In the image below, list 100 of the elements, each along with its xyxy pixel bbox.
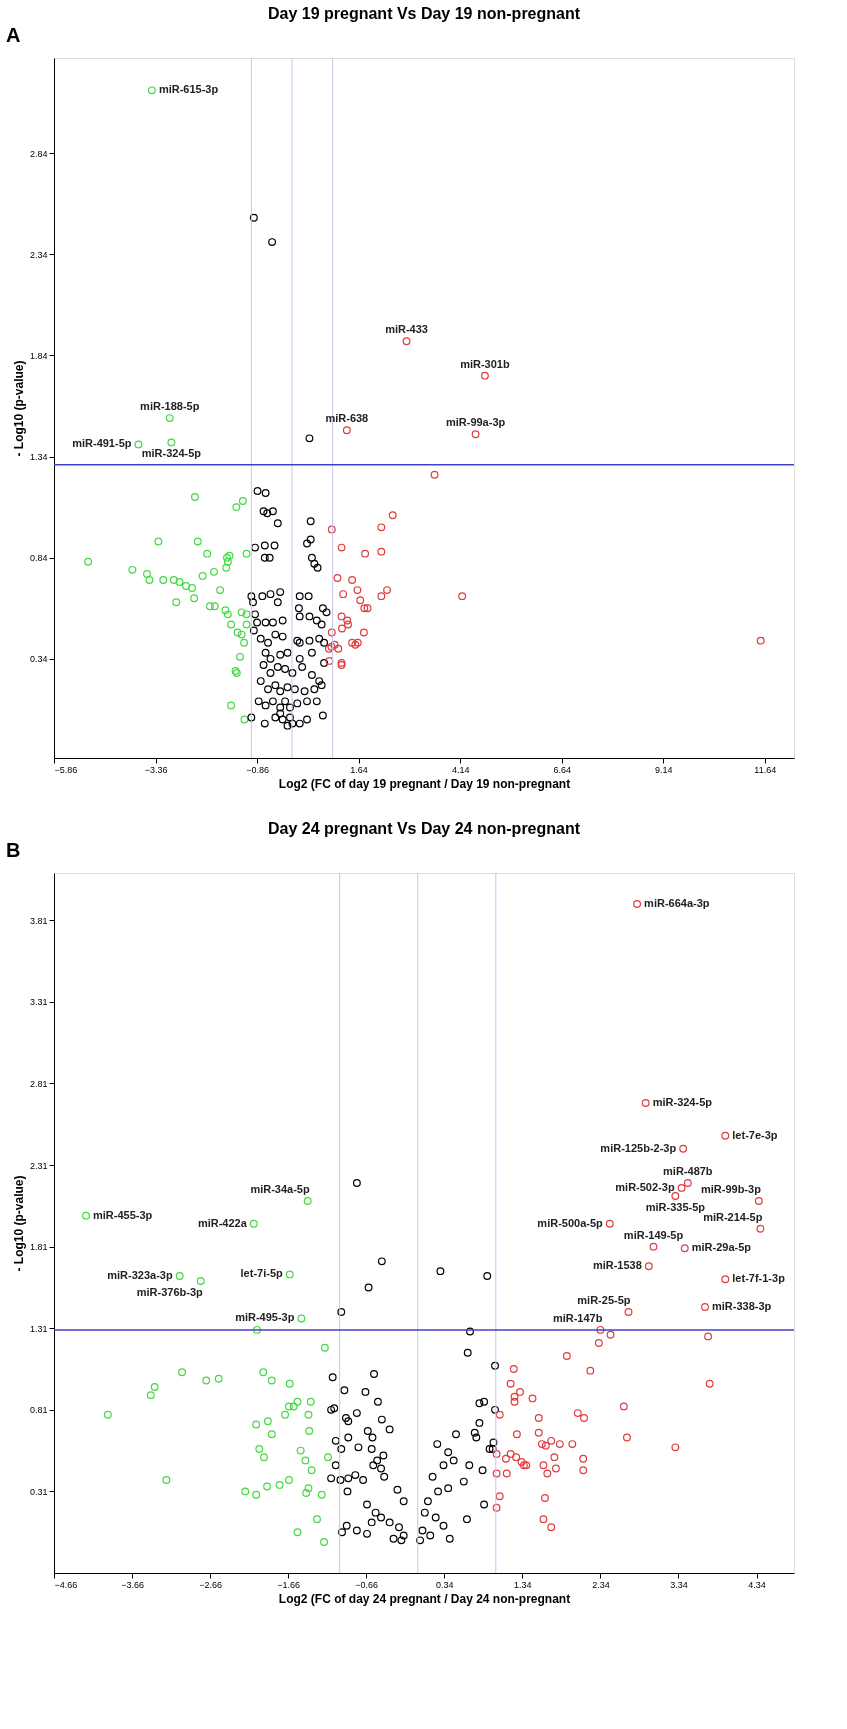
point xyxy=(252,1490,261,1499)
annotation: miR-125b-2-3p xyxy=(600,1141,677,1154)
annotation: miR-301b xyxy=(460,357,510,370)
y-tick-label: 2.31 xyxy=(29,1160,48,1171)
text: A xyxy=(6,24,21,46)
point xyxy=(275,1480,284,1489)
point xyxy=(337,612,346,621)
point xyxy=(342,426,351,435)
point xyxy=(193,537,202,546)
y-tick-label: 2.84 xyxy=(29,148,48,159)
x-tick-label: 1.64 xyxy=(350,764,368,775)
point xyxy=(227,701,236,710)
point xyxy=(252,1420,261,1429)
point xyxy=(162,1476,171,1484)
point xyxy=(297,1314,306,1323)
y-tick-label: 0.34 xyxy=(29,654,48,665)
point xyxy=(221,606,230,615)
point xyxy=(377,547,386,556)
point xyxy=(337,543,346,552)
annotation: miR-376b-3p xyxy=(136,1285,204,1298)
annotation: let-7e-3p xyxy=(732,1128,778,1141)
annotation: let-7f-1-3p xyxy=(732,1272,786,1285)
point xyxy=(227,620,236,629)
point xyxy=(756,636,765,645)
point xyxy=(178,1368,186,1377)
point xyxy=(293,1397,302,1406)
point xyxy=(301,1456,310,1465)
point xyxy=(210,602,219,611)
point xyxy=(237,608,246,617)
point xyxy=(214,1374,223,1383)
annotation: miR-615-3p xyxy=(158,83,219,96)
point xyxy=(216,586,225,595)
chart-title: Day 24 pregnant Vs Day 24 non-pregnant xyxy=(267,820,581,837)
point xyxy=(232,503,241,512)
y-tick-label: 3.31 xyxy=(29,997,48,1008)
point xyxy=(325,656,334,665)
annotation: miR-99a-3p xyxy=(445,416,506,429)
point xyxy=(458,592,467,601)
point xyxy=(210,567,218,576)
annotation: miR-188-5p xyxy=(140,400,200,413)
point xyxy=(143,569,151,578)
point xyxy=(296,1446,305,1455)
annotation: miR-214-5p xyxy=(703,1210,763,1223)
point xyxy=(263,1417,272,1426)
annotation: miR-324-5p xyxy=(652,1096,713,1109)
point xyxy=(222,563,231,572)
y-axis-title: - Log10 (p-value) xyxy=(11,360,26,457)
point xyxy=(242,610,251,619)
point xyxy=(167,438,176,447)
point xyxy=(285,1402,293,1411)
chart-title: Day 19 pregnant Vs Day 19 non-pregnant xyxy=(267,5,581,22)
annotation: miR-335-5p xyxy=(645,1201,706,1214)
point xyxy=(263,1482,272,1491)
point xyxy=(242,620,251,629)
x-tick-label: 4.34 xyxy=(748,1579,766,1590)
annotation: miR-149-5p xyxy=(623,1228,684,1241)
annotation: miR-491-5p xyxy=(72,437,132,450)
annotation: miR-25-5p xyxy=(577,1293,631,1306)
annotation: miR-638 xyxy=(325,412,369,425)
x-tick-label: −3.36 xyxy=(144,764,168,775)
point xyxy=(344,620,352,629)
y-axis-title: - Log10 (p-value) xyxy=(11,1175,26,1272)
point xyxy=(238,497,247,506)
point xyxy=(480,371,489,380)
point xyxy=(285,1270,294,1279)
x-tick-label: 9.14 xyxy=(654,764,673,775)
annotation: let-7i-5p xyxy=(240,1267,284,1280)
point xyxy=(317,1490,326,1499)
annotation: miR-1538 xyxy=(592,1259,642,1272)
point xyxy=(377,523,386,532)
point xyxy=(146,1391,155,1400)
point xyxy=(281,1410,290,1419)
y-tick-label: 1.81 xyxy=(29,1242,48,1253)
point xyxy=(237,630,246,639)
point xyxy=(324,1453,332,1462)
point xyxy=(363,604,372,613)
point xyxy=(260,1453,268,1462)
point xyxy=(259,1368,268,1377)
point xyxy=(305,1427,314,1435)
x-tick-label: −2.66 xyxy=(199,1579,223,1590)
x-tick-label: −0.66 xyxy=(355,1579,379,1590)
point xyxy=(348,576,357,584)
point xyxy=(206,602,214,611)
point xyxy=(182,582,190,590)
point xyxy=(82,1211,90,1220)
point xyxy=(327,642,336,651)
point xyxy=(267,1376,276,1385)
x-tick-label: 3.34 xyxy=(670,1579,688,1590)
annotation: miR-147b xyxy=(552,1311,603,1324)
point xyxy=(255,1445,264,1453)
point xyxy=(338,624,346,633)
point xyxy=(325,644,333,653)
point xyxy=(471,430,480,439)
annotation: miR-29a-5p xyxy=(691,1241,752,1254)
point xyxy=(203,549,212,558)
y-tick-label: 1.34 xyxy=(29,452,48,463)
point xyxy=(128,565,137,574)
point xyxy=(313,1515,322,1524)
annotation: miR-323a-3p xyxy=(107,1269,173,1282)
annotation: miR-422a xyxy=(197,1216,248,1229)
